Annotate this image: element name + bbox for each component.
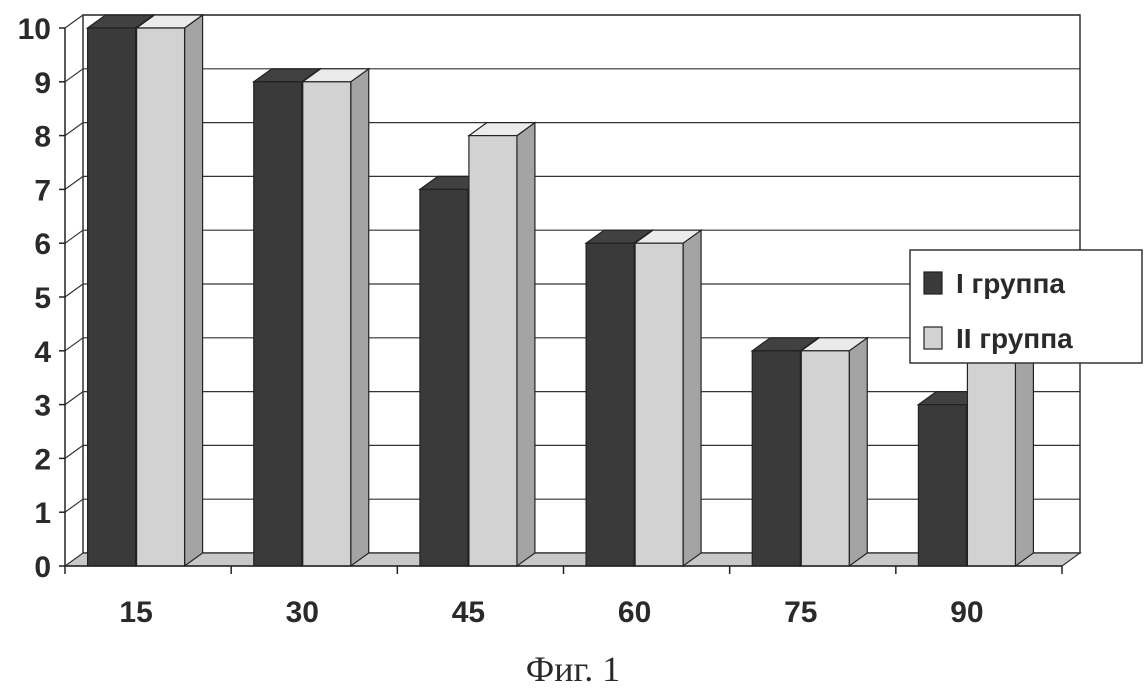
y-tick-label: 9 — [34, 67, 51, 100]
bar-front-face — [586, 243, 634, 566]
bar-front-face — [918, 405, 966, 566]
bar-60-2 — [635, 230, 701, 566]
y-tick-label: 7 — [34, 174, 51, 207]
bar-front-face — [635, 243, 683, 566]
legend-swatch — [924, 327, 942, 349]
y-tick-label: 6 — [34, 228, 51, 261]
gridline-side — [65, 69, 83, 82]
legend-label: I группа — [956, 268, 1065, 299]
gridline-side — [65, 230, 83, 243]
bar-30-2 — [303, 69, 369, 566]
bar-front-face — [420, 189, 468, 566]
y-tick-label: 4 — [34, 336, 51, 369]
bar-90-2 — [967, 338, 1033, 566]
bar-side-face — [1015, 338, 1033, 566]
gridline-side — [65, 338, 83, 351]
gridline-side — [65, 15, 83, 28]
y-tick-label: 1 — [34, 497, 51, 530]
gridline-side — [65, 392, 83, 405]
bar-side-face — [185, 15, 203, 566]
gridline-side — [65, 176, 83, 189]
gridline-side — [65, 445, 83, 458]
y-tick-label: 10 — [18, 13, 51, 46]
bar-front-face — [469, 136, 517, 566]
y-tick-label: 5 — [34, 282, 51, 315]
x-tick-label: 30 — [286, 596, 319, 629]
legend-swatch — [924, 272, 942, 294]
bar-front-face — [137, 28, 185, 566]
figure-caption: Фиг. 1 — [0, 648, 1146, 690]
y-tick-label: 0 — [34, 551, 51, 584]
bar-front-face — [801, 351, 849, 566]
x-tick-label: 90 — [950, 596, 983, 629]
bar-side-face — [683, 230, 701, 566]
gridline-side — [65, 123, 83, 136]
legend-label: II группа — [956, 323, 1073, 354]
bar-75-2 — [801, 338, 867, 566]
bar-side-face — [849, 338, 867, 566]
x-tick-label: 60 — [618, 596, 651, 629]
gridline-side — [65, 284, 83, 297]
bar-45-2 — [469, 123, 535, 566]
bar-front-face — [254, 82, 302, 566]
bar-side-face — [517, 123, 535, 566]
x-tick-label: 75 — [784, 596, 817, 629]
bar-front-face — [88, 28, 136, 566]
bar-side-face — [351, 69, 369, 566]
x-tick-label: 15 — [119, 596, 152, 629]
y-tick-label: 2 — [34, 443, 51, 476]
bar-front-face — [303, 82, 351, 566]
bar-15-2 — [137, 15, 203, 566]
bar-front-face — [967, 351, 1015, 566]
bar-front-face — [752, 351, 800, 566]
y-tick-label: 3 — [34, 390, 51, 423]
legend: I группа II группа — [910, 250, 1142, 363]
x-tick-label: 45 — [452, 596, 485, 629]
y-tick-label: 8 — [34, 121, 51, 154]
gridline-side — [65, 499, 83, 512]
